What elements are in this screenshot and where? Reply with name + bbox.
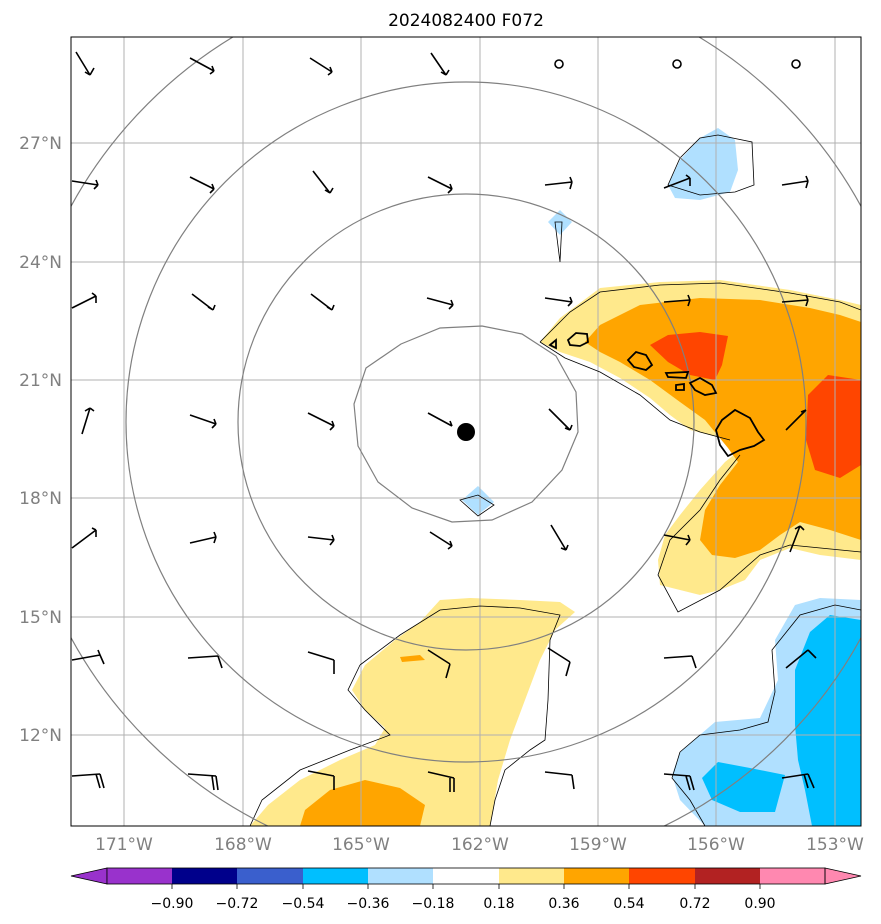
negative-region-light-blue-3 (462, 486, 494, 515)
colorbar-tick-label: −0.90 (151, 896, 194, 912)
colorbar-segment (695, 868, 760, 884)
colorbar-segment (629, 868, 695, 884)
positive-region-south-orange-small (400, 655, 425, 662)
ring-1 (353, 325, 579, 523)
lon-tick-label: 159°W (569, 835, 627, 855)
island-molokai (664, 371, 690, 379)
ring-2 (237, 193, 695, 651)
lon-axis: 171°W 168°W 165°W 162°W 159°W 156°W 153°… (95, 835, 864, 855)
colorbar-segment (433, 868, 499, 884)
lon-tick-label: 168°W (214, 835, 272, 855)
negative-region-light-blue-1 (668, 128, 738, 200)
island-coastlines (548, 332, 766, 458)
colorbar-segment (499, 868, 564, 884)
positive-region-south-orange (300, 780, 425, 826)
colorbar-segment (564, 868, 629, 884)
island-niihau (548, 338, 557, 350)
lon-tick-label: 162°W (451, 835, 509, 855)
colorbar-tick-label: 0.54 (613, 896, 644, 912)
lon-tick-label: 153°W (806, 835, 864, 855)
contour-lines (249, 134, 861, 826)
positive-region-red-2 (806, 375, 861, 478)
island-kauai (566, 332, 589, 347)
colorbar: −0.90 −0.72 −0.54 −0.36 −0.18 0.18 0.36 … (70, 867, 862, 912)
map-title: 2024082400 F072 (388, 11, 544, 31)
lat-tick-label: 21°N (19, 371, 62, 391)
lon-tick-label: 165°W (332, 835, 390, 855)
map-area (71, 37, 861, 826)
wind-barbs (71, 51, 817, 792)
positive-region-red-1 (650, 332, 728, 380)
colorbar-ticks (171, 884, 761, 889)
island-lanai (675, 382, 685, 391)
lon-tick-label: 171°W (95, 835, 153, 855)
lon-tick-label: 156°W (687, 835, 745, 855)
colorbar-extend-min (70, 867, 108, 885)
colorbar-tick-label: 0.18 (483, 896, 514, 912)
positive-region-south-yellow (250, 598, 575, 826)
colorbar-segment (368, 868, 433, 884)
lat-tick-label: 12°N (19, 726, 62, 746)
island-big-island (715, 408, 766, 458)
colorbar-segment (303, 868, 368, 884)
colorbar-tick-label: 0.72 (679, 896, 710, 912)
ring-3 (125, 81, 807, 763)
lat-tick-label: 24°N (19, 253, 62, 273)
colorbar-tick-label: 0.36 (548, 896, 579, 912)
island-maui (688, 376, 718, 396)
lat-tick-label: 27°N (19, 134, 62, 154)
colorbar-tick-label: −0.54 (282, 896, 325, 912)
map-frame (70, 36, 862, 827)
negative-region-deep-blue-2 (702, 762, 785, 812)
colorbar-tick-label: −0.36 (347, 896, 390, 912)
lat-tick-label: 18°N (19, 489, 62, 509)
island-oahu (626, 350, 654, 371)
colorbar-tick-label: −0.72 (216, 896, 259, 912)
colorbar-frame (106, 867, 826, 885)
colorbar-tick-label: 0.90 (744, 896, 775, 912)
colorbar-segment (172, 868, 237, 884)
storm-center-marker (457, 423, 475, 441)
positive-region-orange (585, 298, 861, 558)
gridlines (71, 37, 861, 826)
colorbar-segment (107, 868, 172, 884)
negative-region-light-blue-2 (548, 210, 572, 235)
colorbar-segment (760, 868, 825, 884)
negative-region-deep-blue-1 (795, 615, 861, 826)
distance-rings (71, 37, 861, 826)
lat-axis: 27°N 24°N 21°N 18°N 15°N 12°N (19, 134, 62, 746)
colorbar-tick-label: −0.18 (412, 896, 455, 912)
lat-tick-label: 15°N (19, 608, 62, 628)
colorbar-extend-max (824, 867, 862, 885)
colorbar-segment (237, 868, 303, 884)
